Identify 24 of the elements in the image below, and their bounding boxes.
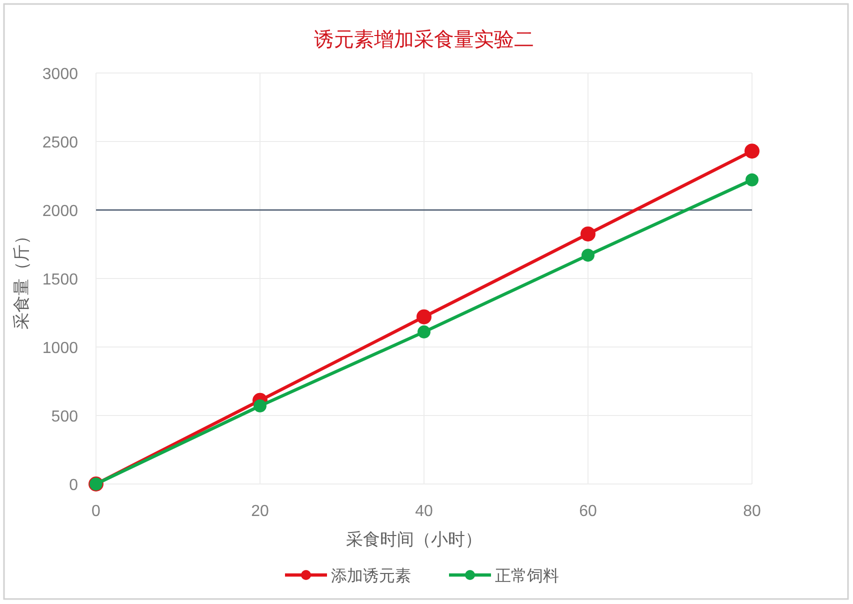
y-tick-label: 1500 <box>42 272 78 288</box>
point <box>580 226 596 242</box>
x-tick-label: 60 <box>579 503 597 520</box>
legend-label: 添加诱元素 <box>331 567 411 585</box>
legend-label: 正常饲料 <box>495 567 559 585</box>
y-tick-label: 3000 <box>42 66 78 83</box>
x-tick-label: 80 <box>743 503 761 520</box>
point <box>746 173 758 186</box>
point <box>744 144 760 159</box>
point <box>582 248 594 262</box>
point <box>418 325 430 338</box>
x-tick-label: 0 <box>92 503 101 520</box>
y-tick-label: 0 <box>69 477 78 494</box>
y-tick-label: 2500 <box>42 134 78 152</box>
x-axis-title: 采食时间（小时） <box>346 530 482 549</box>
y-tick-label: 2000 <box>42 203 78 220</box>
y-axis-title: 采食量（斤） <box>12 228 31 330</box>
y-tick-label: 500 <box>51 408 78 426</box>
chart-title: 诱元素增加采食量实验二 <box>314 29 534 51</box>
x-tick-label: 40 <box>415 503 433 520</box>
x-tick-label: 20 <box>251 503 269 520</box>
y-tick-label: 1000 <box>42 340 78 357</box>
point <box>254 399 266 412</box>
point <box>416 309 432 324</box>
